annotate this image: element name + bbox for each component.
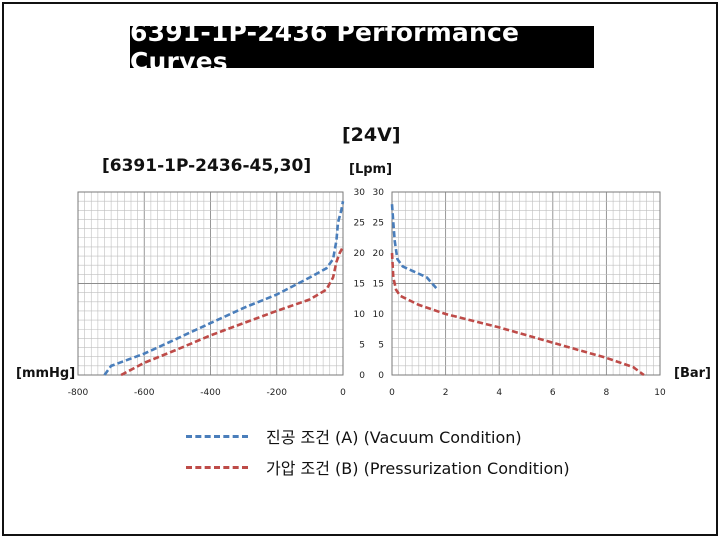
y-tick-label: 20	[354, 249, 366, 259]
y-tick-label: 20	[373, 249, 385, 259]
left-chart: -800 -600 -400 -200 0 0 5 10 15 20 25 30	[68, 188, 365, 398]
x-tick-label: 8	[604, 388, 610, 398]
x-tick-label: 6	[550, 388, 556, 398]
x-tick-label: 0	[389, 388, 395, 398]
x-tick-label: -600	[134, 388, 155, 398]
legend-label-vacuum: 진공 조건 (A) (Vacuum Condition)	[266, 428, 522, 447]
y-tick-label: 5	[378, 341, 384, 351]
y-tick-label: 25	[354, 219, 365, 229]
x-tick-label: 2	[443, 388, 449, 398]
model-label: [6391-1P-2436-45,30]	[102, 156, 312, 176]
y-tick-label: 10	[373, 310, 385, 320]
y-axis-label: [Lpm]	[349, 162, 393, 177]
legend-label-pressure: 가압 조건 (B) (Pressurization Condition)	[266, 459, 570, 478]
y-tick-label: 10	[354, 310, 366, 320]
plot-area-border	[77, 191, 344, 376]
y-tick-label: 0	[378, 371, 384, 381]
legend-swatch-pressure	[186, 465, 248, 469]
y-tick-label: 15	[373, 280, 384, 290]
legend-item-vacuum: 진공 조건 (A) (Vacuum Condition)	[186, 424, 522, 448]
legend-item-pressure: 가압 조건 (B) (Pressurization Condition)	[186, 455, 570, 479]
y-tick-label: 0	[359, 371, 365, 381]
y-tick-label: 30	[354, 188, 366, 198]
x-tick-label: -400	[200, 388, 221, 398]
voltage-label: [24V]	[342, 124, 401, 146]
right-x-axis-label: [Bar]	[674, 366, 711, 381]
y-tick-label: 30	[373, 188, 385, 198]
right-chart: 0 2 4 6 8 10 0 5 10 15 20 25 30	[373, 188, 666, 398]
series-line-vacuum	[103, 200, 345, 376]
series-line-vacuum	[390, 204, 439, 291]
x-tick-label: 0	[340, 388, 346, 398]
y-tick-label: 5	[359, 341, 365, 351]
x-tick-label: 10	[654, 388, 666, 398]
y-tick-label: 25	[373, 219, 384, 229]
series-line-pressure	[120, 246, 345, 377]
plot-area-border	[391, 191, 661, 376]
x-tick-label: -800	[68, 388, 89, 398]
legend-swatch-vacuum	[186, 434, 248, 438]
x-tick-label: 4	[496, 388, 502, 398]
series-line-pressure	[390, 252, 645, 377]
slide-frame	[2, 2, 718, 536]
y-tick-label: 15	[354, 280, 365, 290]
x-tick-label: -200	[267, 388, 288, 398]
left-x-axis-label: [mmHg]	[16, 366, 76, 381]
